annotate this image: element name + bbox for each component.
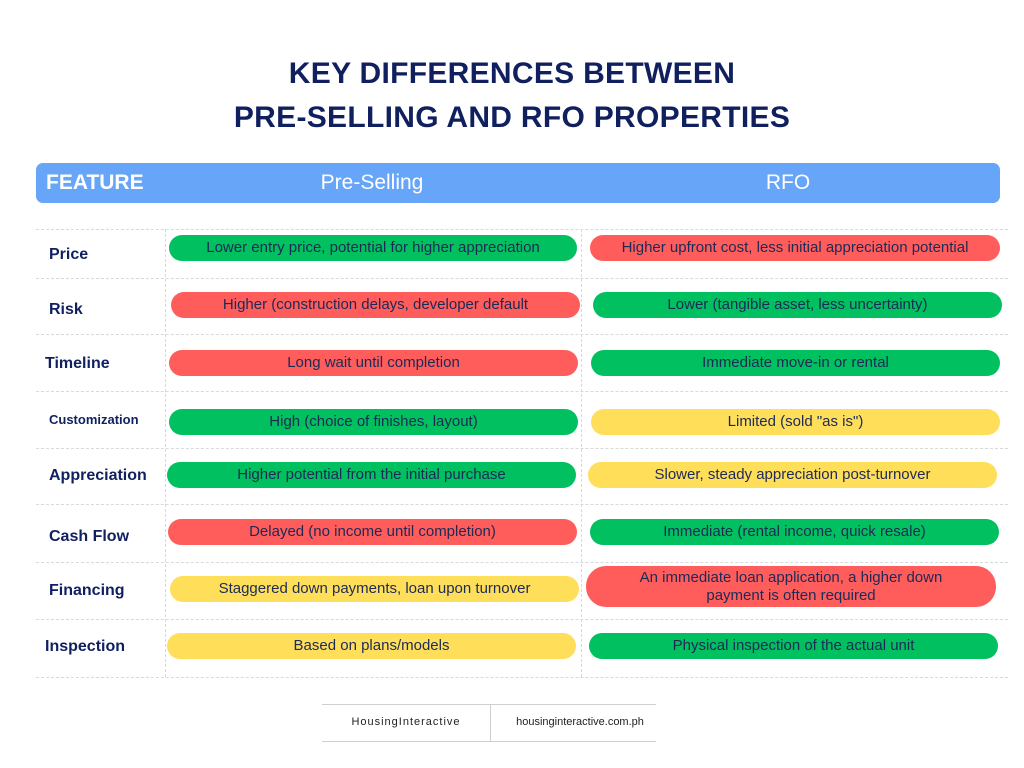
footer-divider (490, 704, 491, 741)
feature-label-inspection: Inspection (45, 638, 126, 655)
header-preselling: Pre-Selling (320, 171, 424, 194)
row-divider (36, 448, 1008, 449)
preselling-cell-appreciation: Higher potential from the initial purcha… (167, 462, 576, 488)
rfo-cell-financing: An immediate loan application, a higher … (586, 566, 996, 607)
footer-url: housinginteractive.com.ph (516, 716, 644, 728)
preselling-cell-price: Lower entry price, potential for higher … (169, 235, 577, 261)
feature-label-financing: Financing (49, 582, 125, 599)
feature-label-risk: Risk (49, 301, 83, 318)
rfo-cell-cash-flow: Immediate (rental income, quick resale) (590, 519, 999, 545)
rfo-cell-price: Higher upfront cost, less initial apprec… (590, 235, 1000, 261)
row-divider (36, 504, 1008, 505)
rfo-cell-appreciation: Slower, steady appreciation post-turnove… (588, 462, 997, 488)
column-divider (581, 229, 582, 677)
row-divider (36, 619, 1008, 620)
feature-label-customization: Customization (49, 412, 139, 427)
header-feature: FEATURE (46, 171, 144, 194)
preselling-cell-risk: Higher (construction delays, developer d… (171, 292, 580, 318)
preselling-cell-timeline: Long wait until completion (169, 350, 578, 376)
row-divider (36, 278, 1008, 279)
feature-label-cash-flow: Cash Flow (49, 528, 130, 545)
row-divider (36, 562, 1008, 563)
feature-label-timeline: Timeline (45, 355, 110, 372)
page-title: KEY DIFFERENCES BETWEEN PRE-SELLING AND … (0, 52, 1024, 140)
preselling-cell-inspection: Based on plans/models (167, 633, 576, 659)
column-divider (165, 229, 166, 677)
preselling-cell-customization: High (choice of finishes, layout) (169, 409, 578, 435)
table-header: FEATURE Pre-Selling RFO (36, 163, 1000, 203)
footer-bottom-rule (322, 741, 656, 742)
feature-label-appreciation: Appreciation (49, 467, 147, 484)
row-divider (36, 677, 1008, 678)
title-line-2: PRE-SELLING AND RFO PROPERTIES (233, 101, 791, 134)
rfo-cell-timeline: Immediate move-in or rental (591, 350, 1000, 376)
preselling-cell-cash-flow: Delayed (no income until completion) (168, 519, 577, 545)
header-rfo: RFO (765, 171, 811, 194)
title-line-1: KEY DIFFERENCES BETWEEN (288, 57, 736, 90)
rfo-cell-customization: Limited (sold "as is") (591, 409, 1000, 435)
row-divider (36, 334, 1008, 335)
feature-label-price: Price (49, 246, 89, 263)
row-divider (36, 391, 1008, 392)
footer-top-rule (322, 704, 656, 705)
rfo-cell-inspection: Physical inspection of the actual unit (589, 633, 998, 659)
preselling-cell-financing: Staggered down payments, loan upon turno… (170, 576, 579, 602)
rfo-cell-risk: Lower (tangible asset, less uncertainty) (593, 292, 1002, 318)
row-divider (36, 229, 1008, 230)
footer-brand: HousingInteractive (351, 716, 461, 728)
